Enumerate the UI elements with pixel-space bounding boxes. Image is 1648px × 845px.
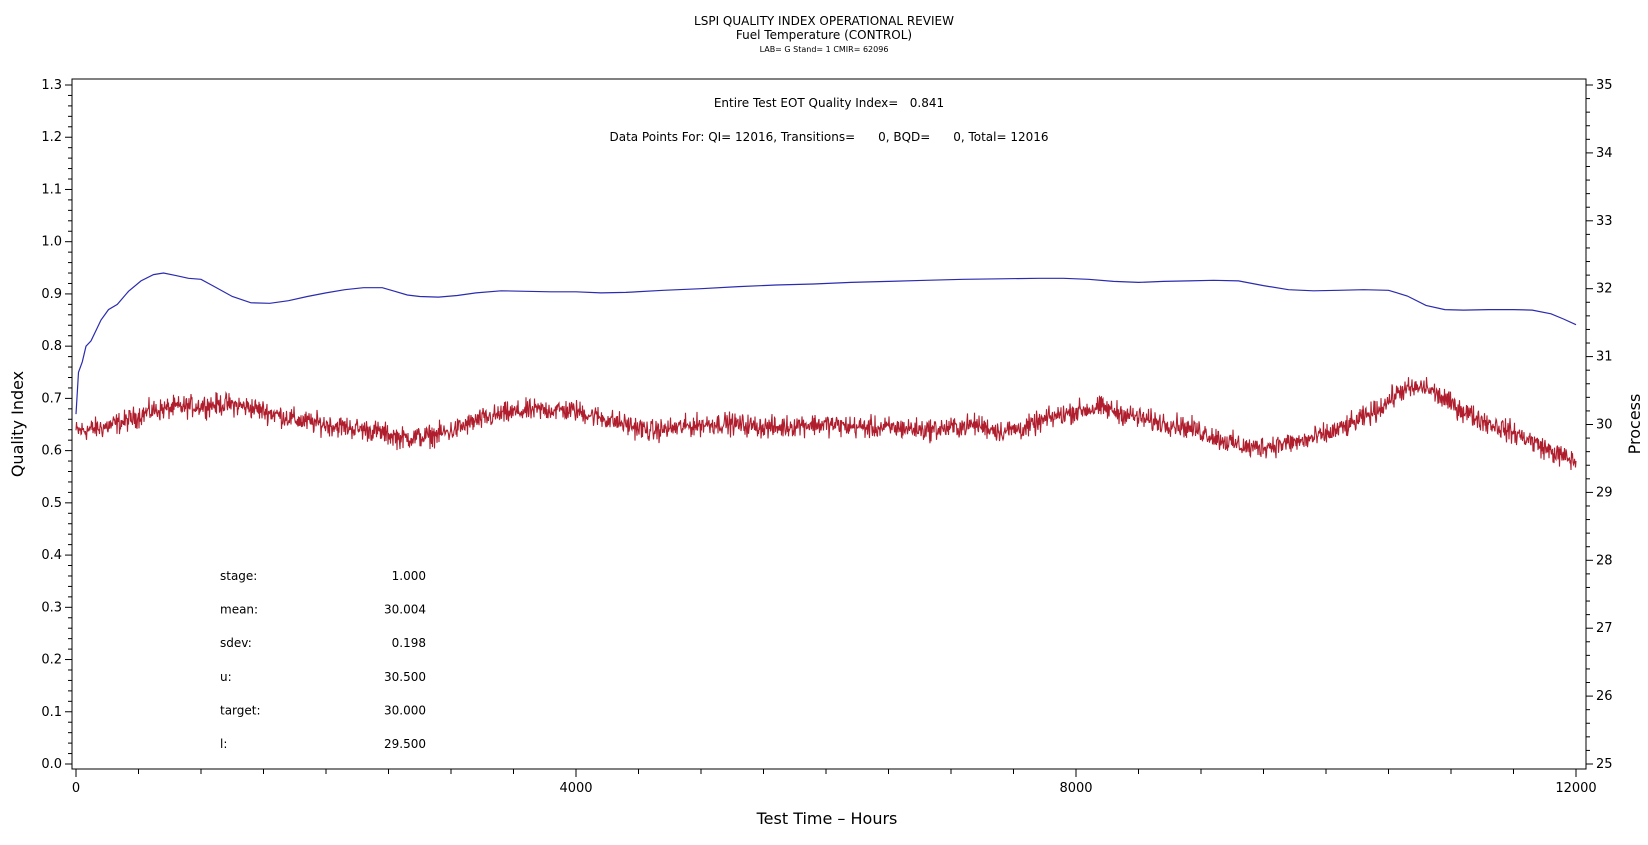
y2-tick-label: 29 xyxy=(1596,485,1613,500)
y-tick-label: 0.5 xyxy=(41,496,62,511)
y-tick-label: 1.2 xyxy=(41,130,62,145)
y-tick-label: 1.3 xyxy=(41,78,62,93)
y2-tick-label: 30 xyxy=(1596,418,1613,433)
y-tick-label: 0.9 xyxy=(41,287,62,302)
stat-label: l: xyxy=(220,737,227,751)
x-tick-label: 0 xyxy=(72,781,80,796)
series-line-quality-index xyxy=(75,272,1577,415)
chart-subtitle: Fuel Temperature (CONTROL) xyxy=(736,28,912,42)
stat-value: 30.004 xyxy=(384,603,426,617)
y2-tick-label: 35 xyxy=(1596,78,1613,93)
y2-tick-label: 25 xyxy=(1596,757,1613,772)
stat-label: sdev: xyxy=(220,636,252,650)
x-axis-label: Test Time – Hours xyxy=(756,809,898,828)
stat-value: 30.500 xyxy=(384,670,426,684)
y-tick-label: 0.1 xyxy=(41,705,62,720)
y-tick-label: 0.2 xyxy=(41,653,62,668)
stat-value: 29.500 xyxy=(384,737,426,751)
x-tick-label: 8000 xyxy=(1059,781,1092,796)
stat-label: stage: xyxy=(220,569,257,583)
x-tick-label: 12000 xyxy=(1555,781,1596,796)
y-axis-right: 25 26 27 28 29 30 31 32 33 34 35 xyxy=(1586,78,1613,772)
y2-tick-label: 34 xyxy=(1596,146,1613,161)
stat-value: 1.000 xyxy=(392,569,426,583)
y2-tick-label: 33 xyxy=(1596,214,1613,229)
y2-tick-label: 27 xyxy=(1596,621,1613,636)
stat-label: u: xyxy=(220,670,232,684)
y-tick-label: 0.7 xyxy=(41,391,62,406)
y-tick-label: 0.8 xyxy=(41,339,62,354)
stat-value: 0.198 xyxy=(392,636,426,650)
y-tick-label: 0.3 xyxy=(41,600,62,615)
y2-axis-label: Process xyxy=(1625,394,1644,455)
x-axis: 0 4000 8000 12000 xyxy=(72,769,1597,796)
y-tick-label: 0.6 xyxy=(41,444,62,459)
y2-tick-label: 28 xyxy=(1596,553,1613,568)
stat-label: target: xyxy=(220,703,261,717)
y2-tick-label: 26 xyxy=(1596,689,1613,704)
x-tick-label: 4000 xyxy=(559,781,592,796)
chart-subtitle-2: LAB= G Stand= 1 CMIR= 62096 xyxy=(760,45,889,54)
y-axis-left: 0.0 0.1 0.2 0.3 0.4 0.5 0.6 0.7 0.8 0.9 1.0 1.1 1.2 1… xyxy=(41,78,72,772)
stat-value: 30.000 xyxy=(384,703,426,717)
stat-label: mean: xyxy=(220,603,258,617)
series-layer xyxy=(75,272,1577,471)
y2-tick-label: 32 xyxy=(1596,282,1613,297)
y-tick-label: 1.0 xyxy=(41,235,62,250)
series-line-process xyxy=(75,377,1577,471)
data-points-annotation: Data Points For: QI= 12016, Transitions=… xyxy=(609,130,1048,144)
y-tick-label: 1.1 xyxy=(41,182,62,197)
y-axis-label: Quality Index xyxy=(8,371,27,477)
y2-tick-label: 31 xyxy=(1596,350,1613,365)
quality-index-annotation: Entire Test EOT Quality Index= 0.841 xyxy=(714,96,944,110)
y-tick-label: 0.0 xyxy=(41,757,62,772)
stats-table: stage: 1.000 mean: 30.004 sdev: 0.198 u: 30.500… xyxy=(220,569,426,751)
chart-title: LSPI QUALITY INDEX OPERATIONAL REVIEW xyxy=(694,14,954,28)
y-tick-label: 0.4 xyxy=(41,548,62,563)
